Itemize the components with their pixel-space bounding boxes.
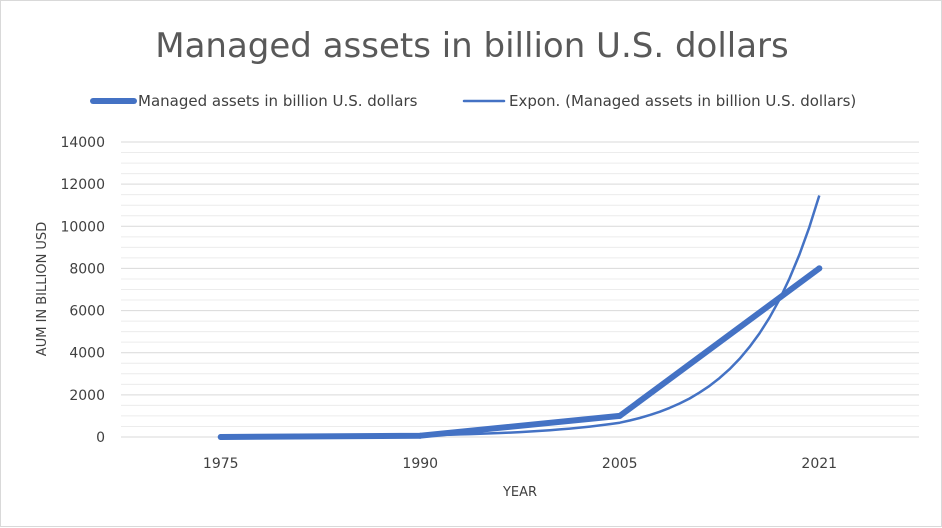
y-tick-label: 2000 xyxy=(69,388,105,404)
y-tick-label: 6000 xyxy=(69,304,105,320)
series-layer xyxy=(217,195,823,440)
legend: Managed assets in billion U.S. dollars E… xyxy=(90,92,856,110)
data-point-series-0 xyxy=(417,432,424,439)
y-tick-label: 4000 xyxy=(69,346,105,362)
line-series-0 xyxy=(217,265,823,440)
gridlines xyxy=(121,141,919,427)
legend-entry-series-1: Expon. (Managed assets in billion U.S. d… xyxy=(462,92,856,110)
data-point-series-0 xyxy=(616,412,623,419)
data-point-series-0 xyxy=(217,434,224,440)
x-axis-ticks: 1975 1990 2005 2021 xyxy=(203,456,837,472)
y-tick-label: 10000 xyxy=(60,219,105,235)
x-axis-title: YEAR xyxy=(502,485,537,500)
y-tick-label: 0 xyxy=(96,430,105,446)
legend-label-series-1: Expon. (Managed assets in billion U.S. d… xyxy=(509,92,856,110)
x-tick-label: 1990 xyxy=(402,456,438,472)
legend-label-series-0: Managed assets in billion U.S. dollars xyxy=(138,92,418,110)
x-tick-label: 2021 xyxy=(801,456,837,472)
y-tick-label: 8000 xyxy=(69,261,105,277)
legend-entry-series-0: Managed assets in billion U.S. dollars xyxy=(90,92,418,110)
y-tick-label: 14000 xyxy=(60,135,105,151)
y-axis-ticks: 0 2000 4000 6000 8000 10000 12000 14000 xyxy=(60,135,105,446)
x-tick-label: 1975 xyxy=(203,456,239,472)
trendline-series-1 xyxy=(220,195,821,439)
y-axis-title: AUM IN BILLION USD xyxy=(35,222,50,356)
chart-title: Managed assets in billion U.S. dollars xyxy=(155,26,789,66)
y-tick-label: 12000 xyxy=(60,177,105,193)
data-point-series-0 xyxy=(816,265,823,272)
x-tick-label: 2005 xyxy=(602,456,638,472)
